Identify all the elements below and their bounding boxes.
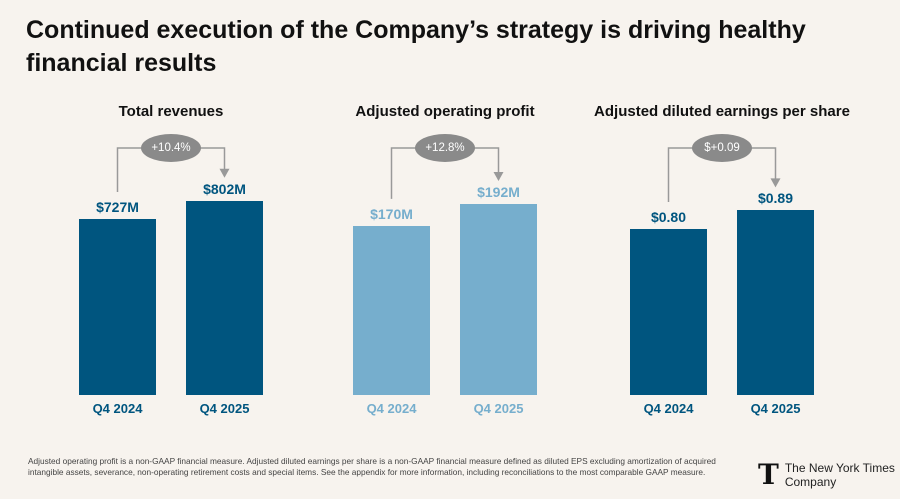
bar xyxy=(353,225,430,395)
slide-title: Continued execution of the Company’s str… xyxy=(26,16,806,77)
chart-title: Total revenues xyxy=(118,103,224,120)
value-label: $170M xyxy=(370,205,413,222)
nyt-logo: T The New York Times Company xyxy=(758,458,895,491)
bar xyxy=(460,203,537,395)
value-label: $192M xyxy=(477,183,520,200)
value-label: $0.80 xyxy=(650,209,687,226)
chart-title: Adjusted operating profit xyxy=(355,103,535,120)
arrow-down-icon xyxy=(493,171,504,181)
arrow-down-icon xyxy=(770,178,781,188)
x-tick-label: Q4 2025 xyxy=(750,401,801,416)
x-tick-label: Q4 2024 xyxy=(366,401,417,416)
value-label: $802M xyxy=(203,180,246,197)
bar-chart-3: Adjusted diluted earnings per share $0.80… xyxy=(594,103,850,416)
arrow-down-icon xyxy=(219,168,230,178)
value-label: $0.89 xyxy=(757,190,794,207)
change-badge: $+0.09 xyxy=(692,134,752,162)
nyt-t-logo-icon: T xyxy=(758,458,779,491)
change-badge: +12.8% xyxy=(415,134,475,162)
change-bracket xyxy=(667,147,781,203)
bar xyxy=(79,218,156,395)
logo-line2: Company xyxy=(784,474,837,489)
x-tick-label: Q4 2025 xyxy=(199,401,250,416)
change-badge: +10.4% xyxy=(141,134,201,162)
bar-chart-1: Total revenues $727M Q4 2024 $802M Q4 2025 +1… xyxy=(79,103,263,416)
footnote: Adjusted operating profit is a non-GAAP … xyxy=(28,456,716,477)
value-label: $727M xyxy=(96,198,139,215)
bar xyxy=(737,210,814,395)
bar-chart-2: Adjusted operating profit $170M Q4 2024 $19… xyxy=(353,103,537,416)
x-tick-label: Q4 2024 xyxy=(92,401,143,416)
x-tick-label: Q4 2024 xyxy=(643,401,694,416)
chart-title: Adjusted diluted earnings per share xyxy=(594,103,850,120)
logo-line1: The New York Times xyxy=(784,460,895,475)
bar xyxy=(630,229,707,395)
x-tick-label: Q4 2025 xyxy=(473,401,524,416)
bar xyxy=(186,200,263,395)
